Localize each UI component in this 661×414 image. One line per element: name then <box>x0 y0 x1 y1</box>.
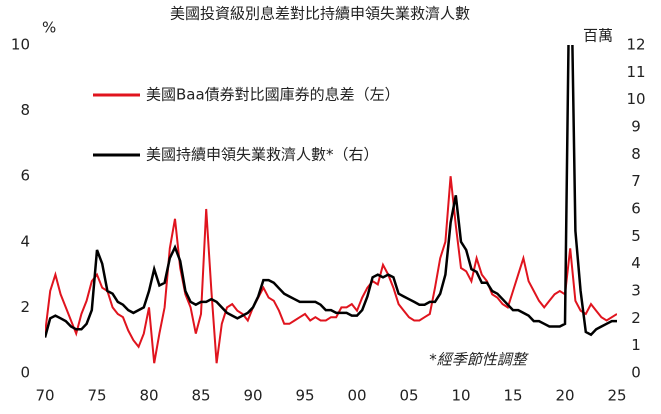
x-tick-label: 15 <box>503 387 522 405</box>
series-line <box>45 176 617 364</box>
y-tick-label: 8 <box>20 101 30 119</box>
y2-tick-label: 2 <box>631 309 641 327</box>
y2-tick-label: 6 <box>631 200 641 218</box>
y2-tick-label: 10 <box>626 90 645 108</box>
legend-label: 美國Baa債券對比國庫券的息差（左） <box>146 86 400 104</box>
x-tick-label: 10 <box>451 387 470 405</box>
chart-title: 美國投資級別息差對比持續申領失業救濟人數 <box>170 5 470 23</box>
y-tick-label: 6 <box>20 167 30 185</box>
x-tick-label: 90 <box>243 387 262 405</box>
x-tick-label: 25 <box>607 387 626 405</box>
y-tick-label: 10 <box>11 36 30 54</box>
y2-tick-label: 12 <box>626 36 645 54</box>
y2-tick-label: 0 <box>631 364 641 382</box>
y2-axis-label: 百萬 <box>583 27 613 45</box>
x-tick-label: 85 <box>191 387 210 405</box>
x-tick-label: 20 <box>555 387 574 405</box>
y-tick-label: 2 <box>20 298 30 316</box>
plot-area <box>45 45 617 364</box>
x-tick-label: 00 <box>347 387 366 405</box>
y2-tick-label: 3 <box>631 282 641 300</box>
series-line <box>45 45 617 338</box>
x-tick-label: 95 <box>295 387 314 405</box>
x-tick-label: 05 <box>399 387 418 405</box>
x-tick-label: 70 <box>35 387 54 405</box>
y2-tick-label: 8 <box>631 145 641 163</box>
y-axis-label: % <box>42 19 56 37</box>
x-tick-label: 80 <box>139 387 158 405</box>
annotation: *經季節性調整 <box>429 351 530 369</box>
y2-tick-label: 11 <box>626 63 645 81</box>
y2-tick-label: 5 <box>631 227 641 245</box>
y2-tick-label: 4 <box>631 254 641 272</box>
y2-tick-label: 9 <box>631 118 641 136</box>
y-tick-label: 0 <box>20 364 30 382</box>
x-tick-label: 75 <box>87 387 106 405</box>
y2-tick-label: 1 <box>631 336 641 354</box>
y2-tick-label: 7 <box>631 172 641 190</box>
y-tick-label: 4 <box>20 232 30 250</box>
legend-label: 美國持續申領失業救濟人數*（右） <box>146 146 379 164</box>
